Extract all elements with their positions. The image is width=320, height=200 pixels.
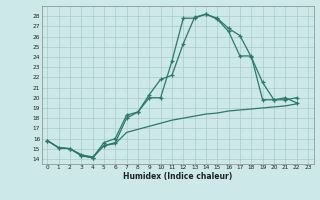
- X-axis label: Humidex (Indice chaleur): Humidex (Indice chaleur): [123, 172, 232, 181]
